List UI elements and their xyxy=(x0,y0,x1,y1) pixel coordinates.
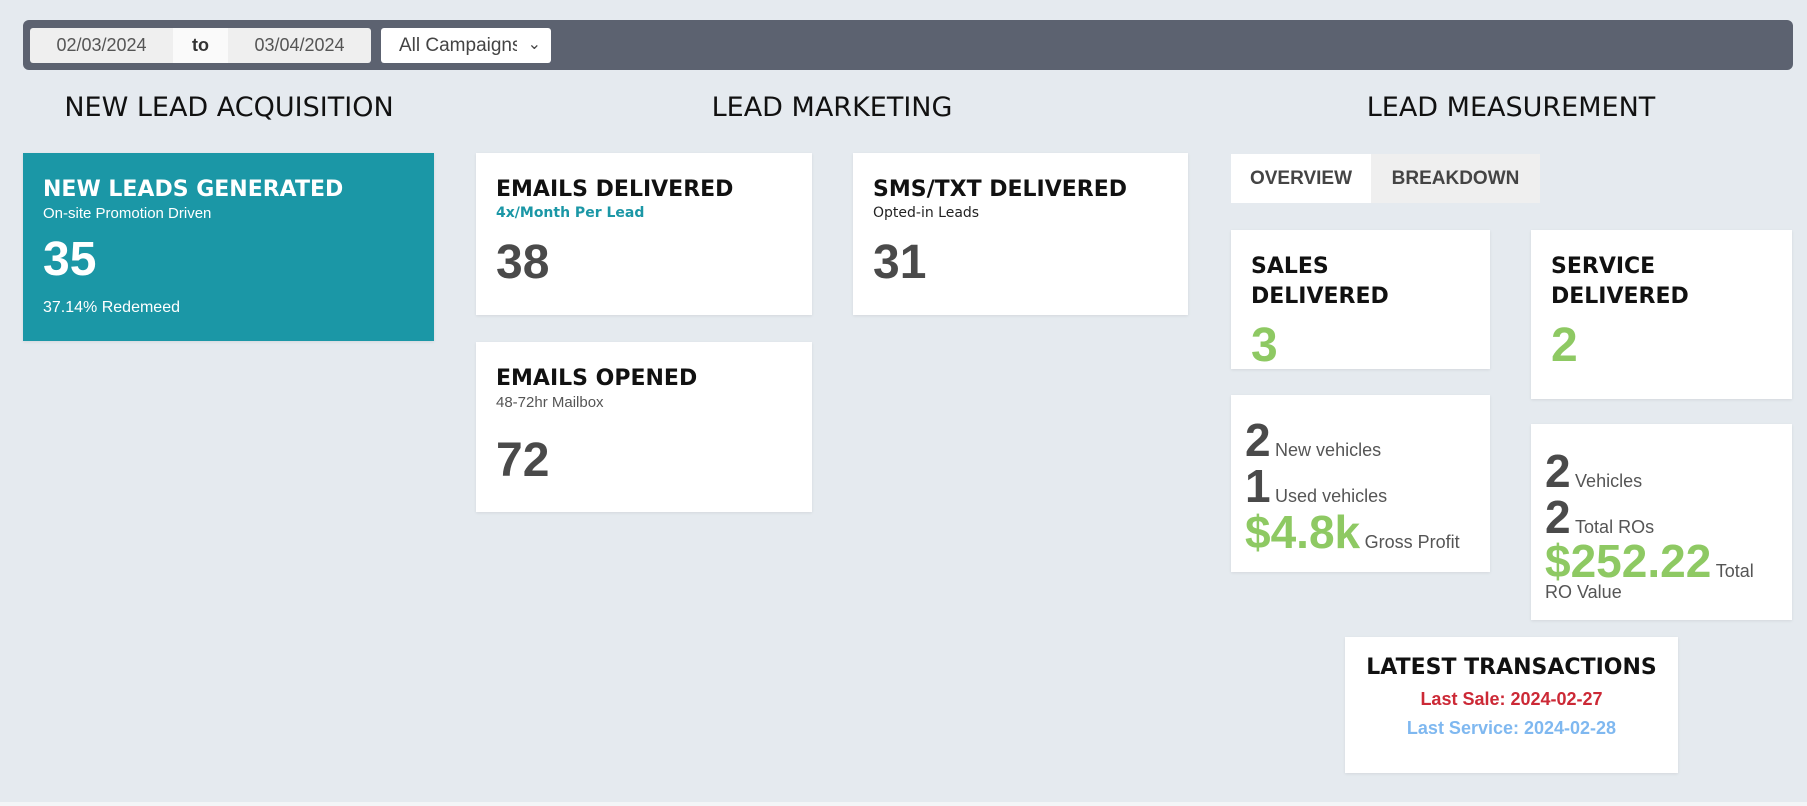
ro-value: $252.22 xyxy=(1545,535,1712,587)
card-value: 38 xyxy=(496,236,550,289)
vehicles-count: 2 xyxy=(1545,445,1571,497)
used-vehicles-label: Used vehicles xyxy=(1275,486,1388,506)
card-title: SALES DELIVERED xyxy=(1251,254,1389,309)
card-title: EMAILS OPENED xyxy=(496,366,698,391)
total-ros-label: Total ROs xyxy=(1575,517,1655,537)
last-service: Last Service: 2024-02-28 xyxy=(1406,718,1617,738)
emails-opened-card: EMAILS OPENED 48-72hr Mailbox 72 xyxy=(476,342,812,512)
card-title: SMS/TXT DELIVERED xyxy=(873,177,1128,202)
new-vehicles-count: 2 xyxy=(1245,414,1271,466)
date-range: 02/03/2024 to 03/04/2024 xyxy=(30,28,371,63)
sales-delivered-card: SALES DELIVERED 3 xyxy=(1231,230,1490,372)
gross-profit-value: $4.8k xyxy=(1245,506,1361,558)
total-ros-count: 2 xyxy=(1545,491,1571,543)
card-subtitle: 4x/Month Per Lead xyxy=(496,205,645,221)
section-heading-measurement: LEAD MEASUREMENT xyxy=(1366,92,1656,123)
last-sale: Last Sale: 2024-02-27 xyxy=(1420,689,1603,709)
new-leads-card: NEW LEADS GENERATED On-site Promotion Dr… xyxy=(23,153,434,341)
date-from-input[interactable]: 02/03/2024 xyxy=(56,35,147,55)
section-heading-marketing: LEAD MARKETING xyxy=(711,92,953,123)
bottom-divider xyxy=(0,802,1807,806)
card-subtitle: On-site Promotion Driven xyxy=(43,205,212,222)
latest-transactions-card: LATEST TRANSACTIONS Last Sale: 2024-02-2… xyxy=(1345,637,1678,773)
card-title: LATEST TRANSACTIONS xyxy=(1366,655,1657,680)
gross-profit-label: Gross Profit xyxy=(1364,532,1460,552)
campaign-select-value: All Campaigns xyxy=(399,34,517,56)
card-title: NEW LEADS GENERATED xyxy=(43,177,344,202)
card-value: 2 xyxy=(1551,319,1578,372)
card-value: 31 xyxy=(873,236,927,289)
campaign-select[interactable]: All Campaigns ⌄ xyxy=(381,28,551,63)
new-vehicles-label: New vehicles xyxy=(1275,440,1382,460)
card-title: EMAILS DELIVERED xyxy=(496,177,734,202)
measurement-tabs: OVERVIEW BREAKDOWN xyxy=(1231,154,1540,203)
card-title-line2: DELIVERED xyxy=(1551,284,1689,309)
emails-delivered-card: EMAILS DELIVERED 4x/Month Per Lead 38 xyxy=(476,153,812,315)
vehicles-label: Vehicles xyxy=(1575,471,1643,491)
card-value: 35 xyxy=(43,233,97,286)
card-subtitle: Opted-in Leads xyxy=(873,205,980,221)
tab-breakdown[interactable]: BREAKDOWN xyxy=(1371,154,1540,203)
card-value: 72 xyxy=(496,434,550,487)
ro-value-label: Total RO Value xyxy=(1545,561,1754,602)
tab-overview[interactable]: OVERVIEW xyxy=(1231,154,1371,203)
section-heading-acquisition: NEW LEAD ACQUISITION xyxy=(64,92,394,123)
service-breakdown-card: 2 Vehicles 2 Total ROs $252.22 Total RO … xyxy=(1531,424,1792,620)
date-to-label: to xyxy=(173,28,228,63)
date-to-input[interactable]: 03/04/2024 xyxy=(254,35,345,55)
sales-breakdown-card: 2 New vehicles 1 Used vehicles $4.8k Gro… xyxy=(1231,395,1490,572)
redeemed-rate: 37.14% Redemeed xyxy=(43,299,180,316)
card-value: 3 xyxy=(1251,319,1278,372)
card-title-line1: SERVICE xyxy=(1551,254,1656,279)
sms-delivered-card: SMS/TXT DELIVERED Opted-in Leads 31 xyxy=(853,153,1188,315)
card-subtitle: 48-72hr Mailbox xyxy=(496,394,604,411)
service-delivered-card: SERVICE DELIVERED 2 xyxy=(1531,230,1792,399)
used-vehicles-count: 1 xyxy=(1245,460,1271,512)
chevron-down-icon: ⌄ xyxy=(527,36,541,53)
